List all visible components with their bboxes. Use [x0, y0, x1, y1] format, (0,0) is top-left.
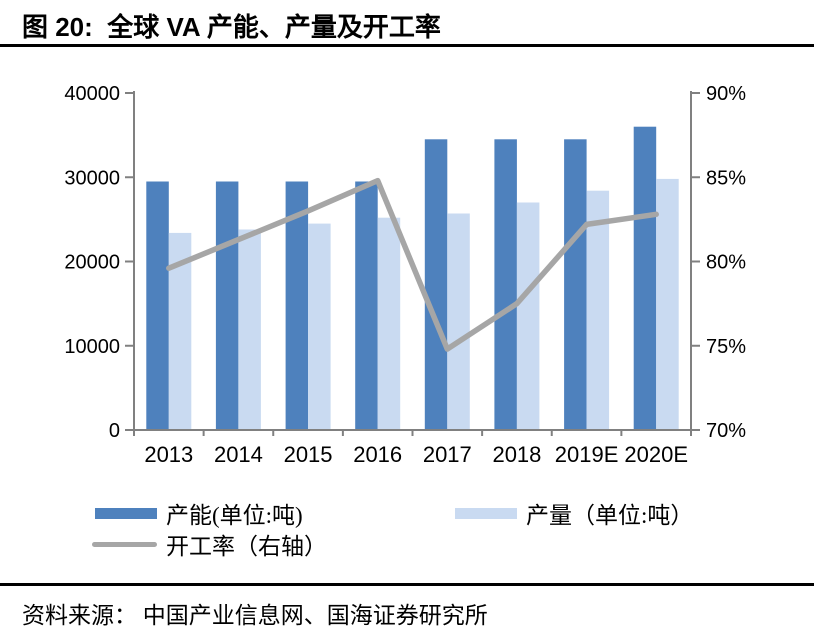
title-divider [0, 44, 814, 47]
output-swatch-icon [455, 507, 517, 519]
bar-output-2020E [656, 178, 679, 430]
bar-capacity-2013 [146, 181, 169, 430]
x-tick-label-2018: 2018 [492, 442, 541, 467]
bar-output-2017 [447, 213, 470, 430]
source-text: 资料来源： 中国产业信息网、国海证券研究所 [22, 603, 488, 628]
bar-capacity-2015 [285, 181, 309, 430]
left-tick-label: 30000 [64, 167, 120, 189]
legend-item-rate: 开工率（右轴） [92, 527, 327, 561]
bar-capacity-2019E [564, 139, 587, 431]
x-tick-label-2016: 2016 [353, 442, 402, 467]
bar-capacity-2017 [424, 139, 448, 431]
right-tick-label: 70% [706, 420, 746, 442]
bar-output-2015 [308, 223, 331, 430]
x-tick-label-2019E: 2019E [555, 442, 619, 467]
capacity-swatch-icon [95, 507, 157, 519]
chart-canvas: 0 10000 20000 30000 40000 70% 75% 80% 85% 90% 2013… [64, 83, 746, 467]
legend-label-output: 产量（单位:吨） [526, 503, 694, 528]
bar-capacity-2014 [215, 181, 239, 430]
bar-capacity-2018 [494, 139, 517, 431]
bar-output-2016 [377, 217, 401, 430]
right-tick-label: 90% [706, 83, 746, 105]
bar-capacity-2016 [355, 181, 378, 430]
x-tick-label-2017: 2017 [423, 442, 472, 467]
bar-output-2013 [168, 232, 192, 430]
legend-item-output: 产量（单位:吨） [455, 496, 693, 530]
left-tick-label: 40000 [64, 83, 120, 105]
bar-capacity-2020E [633, 126, 657, 430]
bar-output-2014 [238, 229, 261, 430]
legend-label-capacity: 产能(单位:吨) [166, 503, 303, 528]
bar-output-2019E [586, 190, 610, 430]
figure-title: 图 20: 全球 VA 产能、产量及开工率 [22, 12, 441, 42]
left-tick-label: 0 [109, 420, 120, 442]
x-tick-label-2014: 2014 [214, 442, 263, 467]
left-tick-label: 20000 [64, 252, 120, 274]
x-tick-label-2015: 2015 [284, 442, 333, 467]
legend-item-capacity: 产能(单位:吨) [95, 496, 303, 530]
right-tick-label: 85% [706, 167, 746, 189]
right-tick-label: 75% [706, 336, 746, 358]
x-tick-label-2020E: 2020E [624, 442, 688, 467]
bar-output-2018 [516, 202, 540, 430]
left-tick-label: 10000 [64, 336, 120, 358]
x-tick-label-2013: 2013 [144, 442, 193, 467]
legend-label-rate: 开工率（右轴） [166, 534, 327, 559]
rate-line-swatch-icon [92, 541, 157, 547]
operating-rate-line [166, 177, 659, 352]
source-divider [0, 583, 814, 586]
right-tick-label: 80% [706, 252, 746, 274]
